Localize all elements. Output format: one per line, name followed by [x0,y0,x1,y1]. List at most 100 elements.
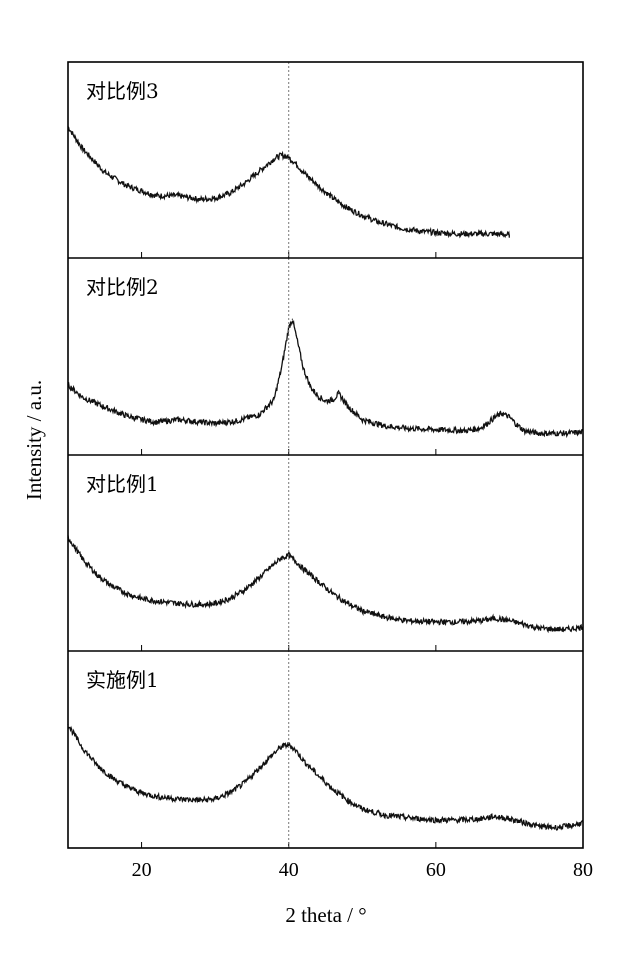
data-point [479,818,480,819]
data-point [237,420,238,421]
data-point [259,171,260,172]
data-point [347,800,348,801]
data-point [156,796,157,797]
data-point [568,826,569,827]
data-point [384,616,385,617]
data-point [156,195,157,196]
data-point [273,564,274,565]
data-point [215,798,216,799]
data-point [156,422,157,423]
panel-3: 对比例1 [67,472,583,651]
data-point [281,746,282,747]
chart-panels: 对比例3 对比例2 对比例1 实施例1 [67,79,583,848]
series-label-3: 对比例1 [86,472,159,496]
data-point [281,368,282,369]
series-label-4: 实施例1 [86,668,159,692]
data-point [82,559,83,560]
data-point [200,199,201,200]
data-point [296,750,297,751]
data-point [244,183,245,184]
data-point [112,777,113,778]
plot-frame [68,62,583,848]
data-point [362,419,363,420]
data-point [303,172,304,173]
series-line-3 [68,536,583,632]
data-point [97,575,98,576]
series-label-2: 对比例2 [86,275,159,299]
data-point [406,428,407,429]
data-point [104,407,105,408]
data-point [332,198,333,199]
data-point [259,414,260,415]
data-point [435,820,436,821]
data-point [479,233,480,234]
data-point [310,387,311,388]
data-point [568,629,569,630]
data-point [296,163,297,164]
data-point [97,765,98,766]
data-point [303,760,304,761]
data-point [332,399,333,400]
data-point [229,193,230,194]
data-point [112,586,113,587]
data-point [318,581,319,582]
data-point [538,433,539,434]
data-point [229,598,230,599]
data-point [82,397,83,398]
data-point [281,155,282,156]
x-tick-label: 20 [132,859,152,881]
data-point [332,593,333,594]
data-point [421,231,422,232]
data-point [281,557,282,558]
data-point [457,621,458,622]
data-point [126,415,127,416]
data-point [244,589,245,590]
data-point [487,423,488,424]
data-point [141,792,142,793]
data-point [318,775,319,776]
data-point [296,335,297,336]
data-point [126,593,127,594]
data-point [156,600,157,601]
data-point [200,422,201,423]
data-point [435,232,436,233]
data-point [479,428,480,429]
data-point [200,800,201,801]
data-point [292,319,293,320]
data-point [406,817,407,818]
x-axis-label: 2 theta / ° [285,903,366,927]
data-point [296,561,297,562]
data-point [259,767,260,768]
data-point [244,782,245,783]
data-point [82,748,83,749]
data-point [553,827,554,828]
data-point [399,227,400,228]
data-point [259,577,260,578]
data-point [273,399,274,400]
data-point [104,172,105,173]
data-point [435,621,436,622]
data-point [376,221,377,222]
data-point [538,628,539,629]
panel-1: 对比例3 [67,79,583,258]
data-point [303,568,304,569]
data-point [524,430,525,431]
data-point [362,215,363,216]
data-point [347,207,348,208]
data-point [524,822,525,823]
data-point [200,604,201,605]
data-point [82,148,83,149]
data-point [126,185,127,186]
x-tick-label: 80 [573,859,593,881]
data-point [347,603,348,604]
data-point [325,400,326,401]
panel-4: 实施例1 [67,668,583,848]
data-point [509,818,510,819]
data-point [141,190,142,191]
data-point [178,195,179,196]
panel-2: 对比例2 [67,275,583,455]
data-point [553,629,554,630]
data-point [273,158,274,159]
data-point [178,798,179,799]
